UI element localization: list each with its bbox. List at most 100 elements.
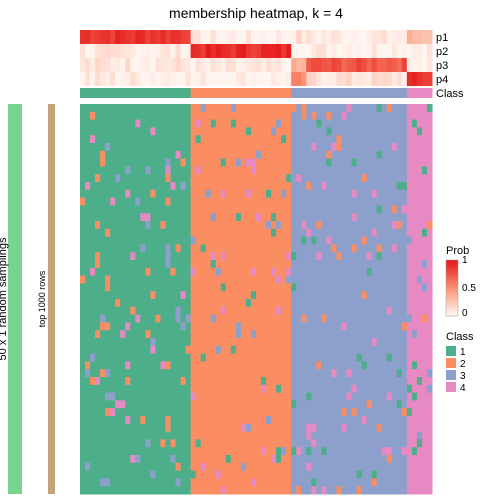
heatmap-cell xyxy=(201,190,207,198)
heatmap-cell xyxy=(326,112,332,120)
heatmap-cell xyxy=(402,120,408,128)
prob-cell xyxy=(241,44,247,58)
heatmap-cell xyxy=(261,330,267,338)
heatmap-cell xyxy=(291,385,297,393)
heatmap-cell xyxy=(120,237,126,245)
heatmap-cell xyxy=(306,369,312,377)
heatmap-cell xyxy=(201,471,207,479)
heatmap-cell xyxy=(226,174,232,182)
prob-cell xyxy=(387,30,393,44)
heatmap-cell xyxy=(256,159,262,167)
prob-cell xyxy=(95,58,101,72)
heatmap-cell xyxy=(85,346,91,354)
heatmap-cell xyxy=(85,198,91,206)
heatmap-cell xyxy=(110,283,116,291)
heatmap-cell xyxy=(341,478,347,486)
heatmap-cell xyxy=(402,424,408,432)
heatmap-cell xyxy=(95,252,101,260)
prob-cell xyxy=(382,58,388,72)
heatmap-cell xyxy=(357,408,363,416)
heatmap-cell xyxy=(256,338,262,346)
heatmap-cell xyxy=(90,447,96,455)
heatmap-cell xyxy=(321,112,327,120)
heatmap-cell xyxy=(316,346,322,354)
heatmap-cell xyxy=(95,237,101,245)
class-band-cell xyxy=(256,88,262,98)
heatmap-cell xyxy=(286,361,292,369)
heatmap-cell xyxy=(296,393,302,401)
heatmap-cell xyxy=(281,471,287,479)
heatmap-cell xyxy=(155,135,161,143)
heatmap-cell xyxy=(115,346,121,354)
prob-cell xyxy=(326,72,332,86)
prob-cell xyxy=(407,30,413,44)
heatmap-cell xyxy=(306,377,312,385)
heatmap-cell xyxy=(135,159,141,167)
heatmap-cell xyxy=(145,377,151,385)
class-band-cell xyxy=(281,88,287,98)
heatmap-cell xyxy=(226,330,232,338)
class-band-cell xyxy=(155,88,161,98)
heatmap-cell xyxy=(110,455,116,463)
heatmap-cell xyxy=(186,354,192,362)
heatmap-cell xyxy=(271,455,277,463)
heatmap-cell xyxy=(176,346,182,354)
heatmap-cell xyxy=(211,478,217,486)
heatmap-cell xyxy=(372,135,378,143)
heatmap-cell xyxy=(291,463,297,471)
heatmap-cell xyxy=(120,463,126,471)
heatmap-cell xyxy=(236,478,242,486)
heatmap-cell xyxy=(306,174,312,182)
heatmap-cell xyxy=(90,400,96,408)
heatmap-cell xyxy=(301,120,307,128)
heatmap-cell xyxy=(211,330,217,338)
heatmap-cell xyxy=(226,471,232,479)
class-band-cell xyxy=(110,88,116,98)
heatmap-cell xyxy=(256,213,262,221)
heatmap-cell xyxy=(181,198,187,206)
heatmap-cell xyxy=(201,408,207,416)
heatmap-cell xyxy=(417,408,423,416)
heatmap-cell xyxy=(110,127,116,135)
heatmap-cell xyxy=(281,478,287,486)
heatmap-cell xyxy=(407,338,413,346)
heatmap-cell xyxy=(105,338,111,346)
heatmap-cell xyxy=(387,190,393,198)
heatmap-cell xyxy=(130,143,136,151)
heatmap-cell xyxy=(347,120,353,128)
heatmap-cell xyxy=(306,291,312,299)
heatmap-cell xyxy=(407,463,413,471)
heatmap-cell xyxy=(286,182,292,190)
heatmap-cell xyxy=(281,120,287,128)
heatmap-cell xyxy=(427,455,433,463)
heatmap-cell xyxy=(422,307,428,315)
heatmap-cell xyxy=(407,447,413,455)
heatmap-cell xyxy=(417,315,423,323)
heatmap-cell xyxy=(115,416,121,424)
heatmap-cell xyxy=(311,244,317,252)
heatmap-cell xyxy=(316,198,322,206)
heatmap-cell xyxy=(171,268,177,276)
heatmap-cell xyxy=(85,455,91,463)
heatmap-cell xyxy=(130,447,136,455)
heatmap-cell xyxy=(377,307,383,315)
heatmap-cell xyxy=(321,432,327,440)
heatmap-cell xyxy=(80,471,86,479)
heatmap-cell xyxy=(211,221,217,229)
heatmap-cell xyxy=(251,244,257,252)
heatmap-cell xyxy=(367,478,373,486)
heatmap-cell xyxy=(316,213,322,221)
heatmap-cell xyxy=(402,198,408,206)
heatmap-cell xyxy=(100,276,106,284)
heatmap-cell xyxy=(422,166,428,174)
heatmap-cell xyxy=(271,486,277,494)
heatmap-cell xyxy=(90,198,96,206)
heatmap-cell xyxy=(256,143,262,151)
heatmap-cell xyxy=(402,478,408,486)
heatmap-cell xyxy=(211,471,217,479)
heatmap-cell xyxy=(171,283,177,291)
heatmap-cell xyxy=(201,244,207,252)
heatmap-cell xyxy=(341,120,347,128)
heatmap-cell xyxy=(135,198,141,206)
heatmap-cell xyxy=(281,135,287,143)
